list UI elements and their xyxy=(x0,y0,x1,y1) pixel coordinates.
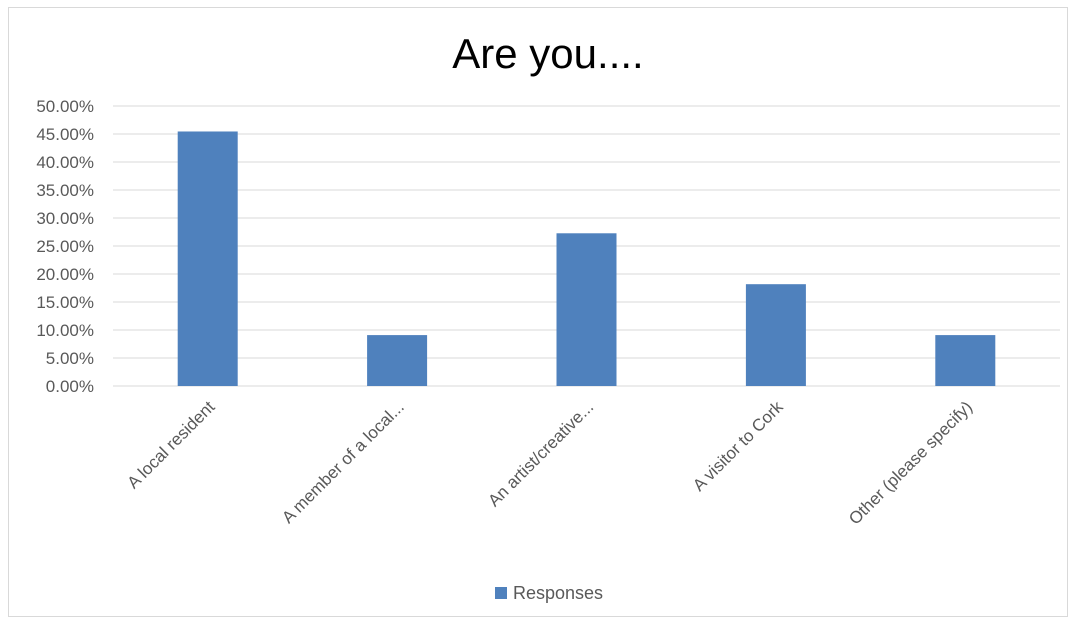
legend-label: Responses xyxy=(513,583,603,603)
y-tick-label: 0.00% xyxy=(46,377,94,396)
x-tick-label: An artist/creative... xyxy=(484,397,597,510)
chart-title: Are you.... xyxy=(452,30,643,77)
y-tick-label: 25.00% xyxy=(36,237,94,256)
y-tick-label: 20.00% xyxy=(36,265,94,284)
y-tick-label: 30.00% xyxy=(36,209,94,228)
y-tick-label: 50.00% xyxy=(36,97,94,116)
x-axis-labels: A local resident A member of a local... An… xyxy=(124,397,977,528)
y-tick-label: 15.00% xyxy=(36,293,94,312)
legend-swatch xyxy=(495,587,507,599)
bar xyxy=(556,233,617,386)
y-tick-label: 5.00% xyxy=(46,349,94,368)
bar xyxy=(745,284,806,386)
bar xyxy=(367,335,428,386)
bar xyxy=(935,335,996,386)
y-tick-label: 35.00% xyxy=(36,181,94,200)
x-tick-label: A member of a local... xyxy=(278,397,408,527)
y-axis-ticks: 0.00% 5.00% 10.00% 15.00% 20.00% 25.00% 30.00%… xyxy=(36,97,94,396)
y-tick-label: 10.00% xyxy=(36,321,94,340)
legend: Responses xyxy=(495,583,603,603)
y-tick-label: 40.00% xyxy=(36,153,94,172)
bars xyxy=(177,131,996,386)
bar xyxy=(177,131,238,386)
x-tick-label: A local resident xyxy=(124,397,219,492)
x-tick-label: A visitor to Cork xyxy=(689,397,787,495)
y-tick-label: 45.00% xyxy=(36,125,94,144)
gridlines xyxy=(113,105,1060,387)
x-tick-label: Other (please specify) xyxy=(845,397,976,528)
